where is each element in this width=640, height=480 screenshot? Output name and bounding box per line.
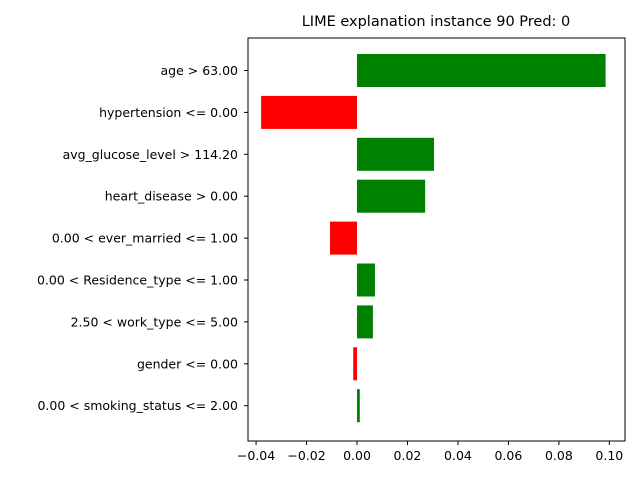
y-tick-label: 0.00 < smoking_status <= 2.00 xyxy=(37,398,238,413)
x-tick-label: 0.10 xyxy=(595,448,623,463)
bar xyxy=(357,389,360,423)
bar xyxy=(357,263,375,297)
y-tick-label: hypertension <= 0.00 xyxy=(99,105,238,120)
bar xyxy=(357,305,373,339)
y-axis-ticks: age > 63.00 hypertension <= 0.00 avg_gluco… xyxy=(37,63,248,413)
y-tick-label: 0.00 < ever_married <= 1.00 xyxy=(52,231,238,246)
x-tick-label: 0.08 xyxy=(545,448,573,463)
y-tick-label: 2.50 < work_type <= 5.00 xyxy=(71,314,238,329)
bars-group xyxy=(261,54,606,423)
bar xyxy=(330,221,358,255)
y-tick-label: 0.00 < Residence_type <= 1.00 xyxy=(37,273,238,288)
x-tick-label: 0.04 xyxy=(444,448,472,463)
y-tick-label: age > 63.00 xyxy=(161,63,239,78)
axes-frame xyxy=(247,37,626,442)
bar xyxy=(357,179,426,213)
x-tick-label: 0.06 xyxy=(494,448,522,463)
x-tick-label: 0.00 xyxy=(343,448,371,463)
chart-title: LIME explanation instance 90 Pred: 0 xyxy=(302,14,571,30)
x-tick-label: −0.02 xyxy=(287,448,325,463)
bar xyxy=(357,54,606,87)
bar xyxy=(353,347,358,381)
x-axis-ticks: −0.04 −0.02 0.00 0.02 0.04 0.06 0.08 0.10 xyxy=(237,441,623,463)
bar xyxy=(357,137,434,171)
y-tick-label: heart_disease > 0.00 xyxy=(105,189,238,204)
y-tick-label: gender <= 0.00 xyxy=(137,356,238,371)
bar xyxy=(261,95,358,129)
y-tick-label: avg_glucose_level > 114.20 xyxy=(63,147,238,162)
x-tick-label: 0.02 xyxy=(394,448,422,463)
x-tick-label: −0.04 xyxy=(237,448,275,463)
